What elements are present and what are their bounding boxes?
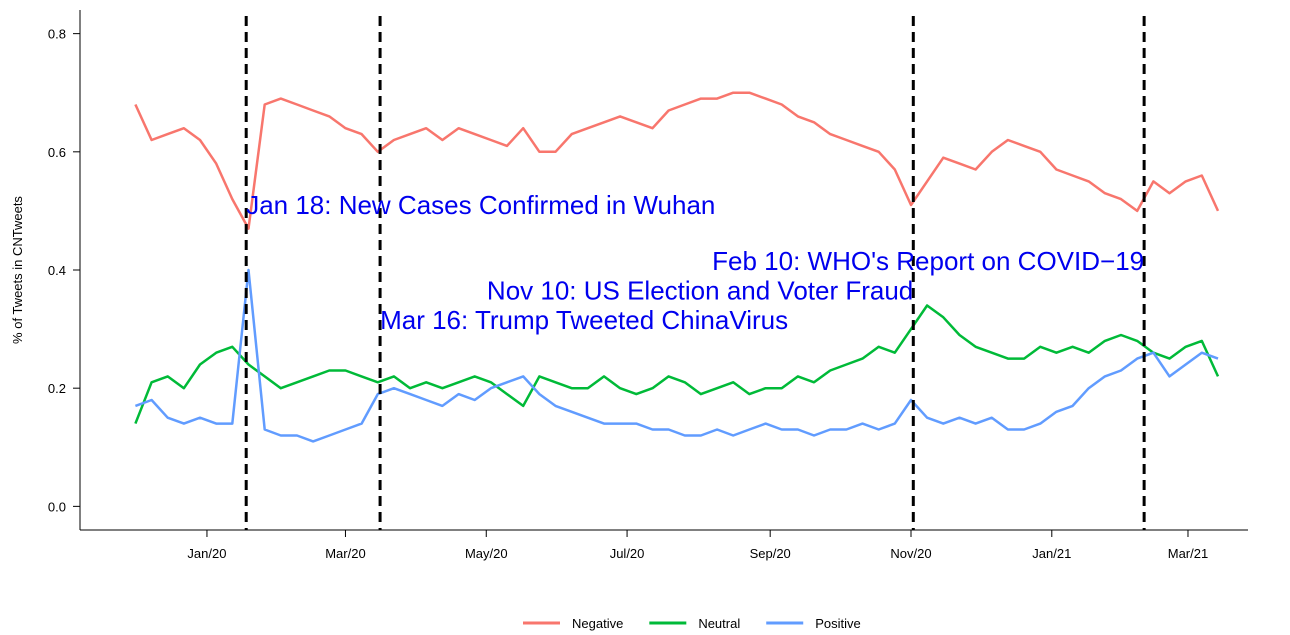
annotation: Mar 16: Trump Tweeted ChinaVirus	[380, 305, 788, 335]
legend-label: Negative	[572, 616, 623, 631]
legend-label: Neutral	[698, 616, 740, 631]
legend-label: Positive	[815, 616, 861, 631]
y-axis-label: % of Tweets in CNTweets	[10, 196, 25, 344]
x-tick-label: Jul/20	[610, 546, 645, 561]
annotation: Jan 18: New Cases Confirmed in Wuhan	[246, 190, 715, 220]
y-tick-label: 0.4	[48, 263, 66, 278]
x-tick-label: Mar/21	[1168, 546, 1208, 561]
y-tick-label: 0.8	[48, 27, 66, 42]
series-line	[134, 304, 1220, 425]
x-tick-label: May/20	[465, 546, 508, 561]
y-tick-label: 0.2	[48, 381, 66, 396]
y-tick-label: 0.0	[48, 499, 66, 514]
x-tick-label: Jan/20	[187, 546, 226, 561]
annotation: Feb 10: WHO's Report on COVID−19	[712, 246, 1144, 276]
series-line	[134, 91, 1220, 230]
x-tick-label: Sep/20	[750, 546, 791, 561]
x-tick-label: Mar/20	[325, 546, 365, 561]
x-tick-label: Jan/21	[1032, 546, 1071, 561]
annotation: Nov 10: US Election and Voter Fraud	[487, 276, 913, 306]
series-line	[134, 268, 1219, 443]
y-tick-label: 0.6	[48, 145, 66, 160]
x-tick-label: Nov/20	[890, 546, 931, 561]
